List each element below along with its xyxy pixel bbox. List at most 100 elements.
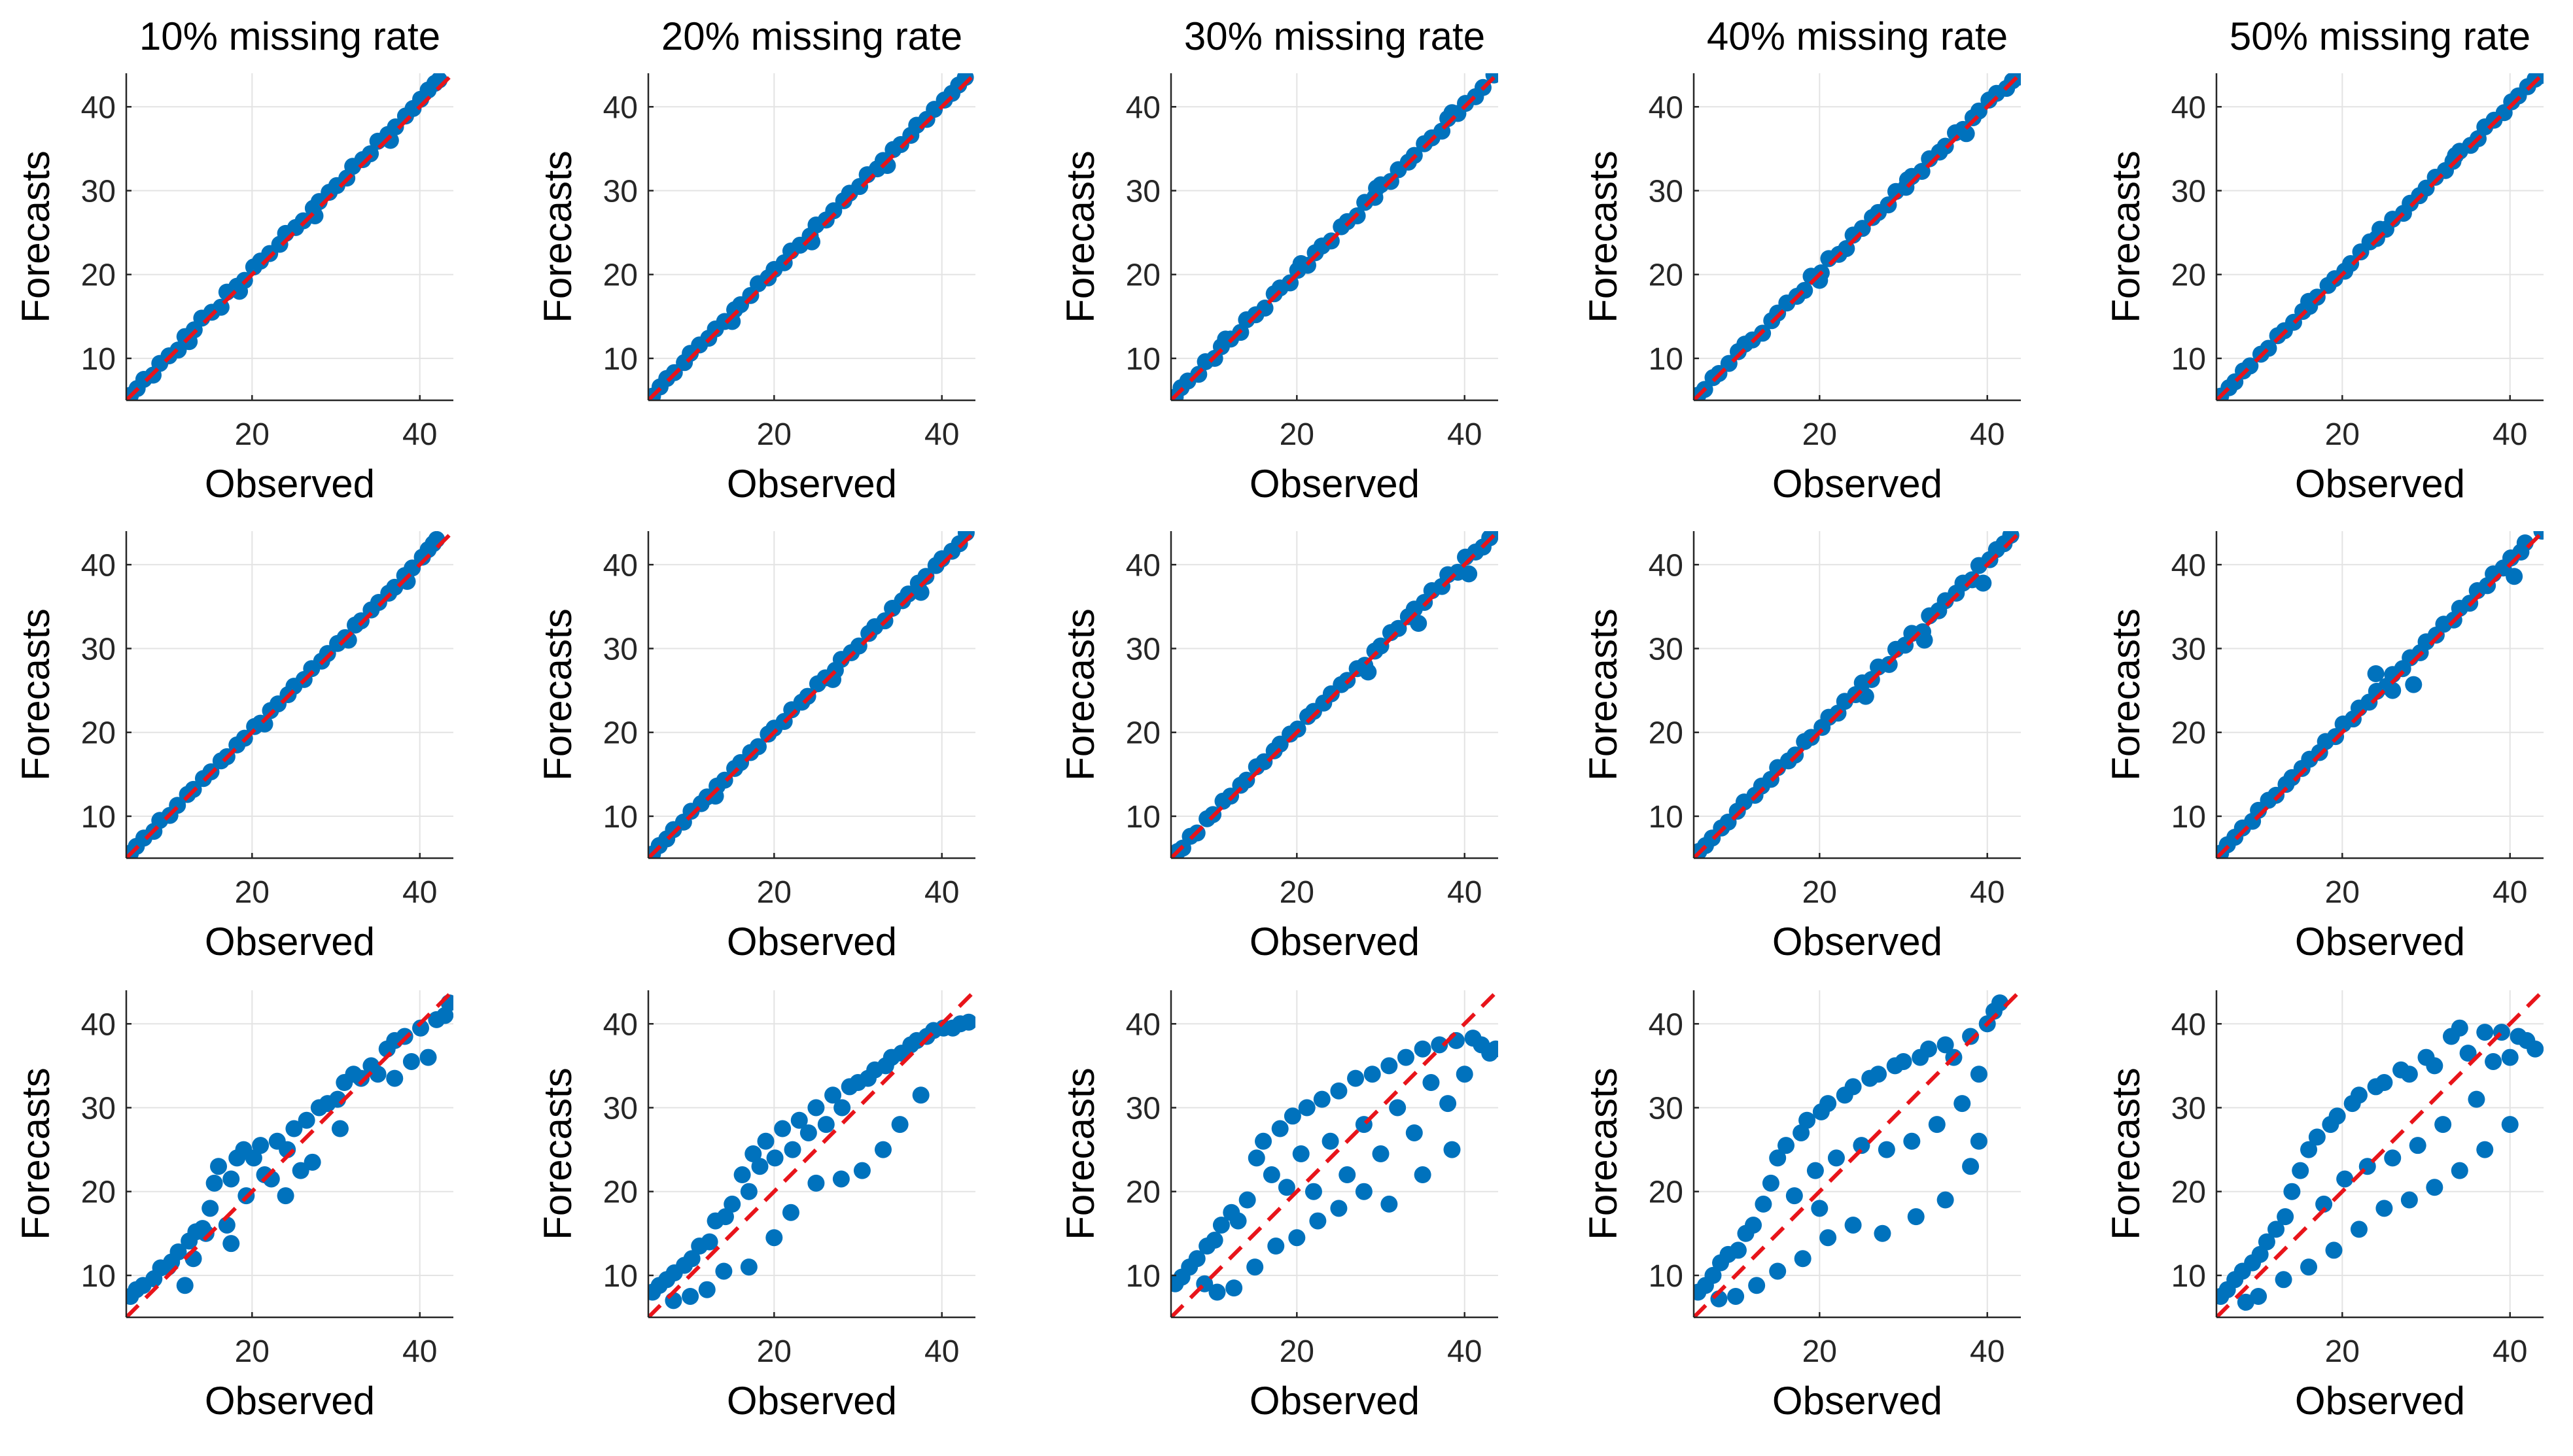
y-tick-label: 30 <box>1126 174 1161 209</box>
data-point <box>817 1116 835 1134</box>
x-tick-label: 40 <box>402 417 437 452</box>
y-tick-label: 30 <box>2171 174 2206 209</box>
y-tick-label: 20 <box>1649 716 1683 751</box>
data-point <box>1903 1132 1921 1150</box>
data-point <box>1292 1145 1310 1162</box>
x-tick-label: 20 <box>757 875 792 910</box>
data-point <box>1456 1066 1473 1083</box>
data-point <box>803 233 820 251</box>
data-point <box>1188 1250 1206 1268</box>
x-tick-label: 20 <box>235 1334 270 1369</box>
data-point <box>1704 1266 1722 1284</box>
data-point <box>740 1183 758 1200</box>
y-tick-label: 30 <box>1126 632 1161 667</box>
y-tick-label: 20 <box>603 716 638 751</box>
data-point <box>2275 1271 2292 1289</box>
y-tick-label: 30 <box>1649 174 1683 209</box>
data-point <box>2350 1086 2368 1104</box>
y-tick-label: 10 <box>81 342 116 377</box>
x-tick-label: 20 <box>757 1334 792 1369</box>
data-point <box>1991 994 2008 1012</box>
data-point <box>1811 1200 1829 1217</box>
data-point <box>1970 1066 1987 1083</box>
data-point <box>716 1208 734 1226</box>
data-point <box>1928 1116 1946 1134</box>
y-tick-label: 40 <box>1649 90 1683 125</box>
reference-line <box>126 531 453 858</box>
data-point <box>2300 1258 2318 1276</box>
x-tick-label: 40 <box>924 875 959 910</box>
data-point <box>2350 1221 2368 1238</box>
data-point <box>2251 1245 2269 1263</box>
y-tick-label: 10 <box>603 800 638 835</box>
data-point <box>751 1158 769 1175</box>
data-point <box>1443 1141 1461 1158</box>
x-tick-label: 40 <box>1970 875 2004 910</box>
data-point <box>2476 1141 2494 1158</box>
data-point <box>304 1153 321 1171</box>
x-tick-label: 40 <box>1447 875 1482 910</box>
y-tick-label: 20 <box>603 258 638 293</box>
data-point <box>340 631 357 649</box>
data-point <box>1439 1095 1457 1113</box>
y-tick-label: 10 <box>1126 800 1161 835</box>
data-point <box>245 1149 262 1167</box>
data-point <box>2292 1162 2309 1179</box>
data-point <box>169 1243 187 1260</box>
data-point <box>369 1066 387 1083</box>
subplot-r1-c4: 20 40 10 20 30 40 Observed Forecasts 40% missing… <box>1581 14 2021 506</box>
x-axis-label: Observed <box>1250 462 1420 506</box>
reference-line <box>1171 531 1498 858</box>
x-axis-label: Observed <box>727 920 897 963</box>
data-point <box>1288 1229 1306 1247</box>
data-point <box>1267 1238 1285 1255</box>
y-tick-label: 10 <box>2171 800 2206 835</box>
data-point <box>398 572 416 590</box>
data-point <box>256 715 273 733</box>
x-tick-label: 20 <box>1280 1334 1314 1369</box>
data-point <box>277 1187 294 1205</box>
data-point <box>832 1170 850 1188</box>
data-point <box>2336 1170 2354 1188</box>
y-tick-label: 30 <box>1126 1091 1161 1126</box>
data-point <box>1853 220 1871 237</box>
data-point <box>2375 1074 2393 1092</box>
data-point <box>1970 102 1987 120</box>
data-point <box>1263 1166 1280 1184</box>
x-tick-label: 40 <box>1447 1334 1482 1369</box>
x-axis-label: Observed <box>727 462 897 506</box>
y-tick-label: 40 <box>603 1007 638 1042</box>
data-point <box>2485 1052 2502 1070</box>
data-point <box>807 1099 825 1117</box>
data-point <box>782 1204 799 1221</box>
subplot-r3-c1: 20 40 10 20 30 40 Observed Forecasts <box>14 990 453 1423</box>
x-axis-label: Observed <box>205 462 375 506</box>
reference-line <box>2216 531 2544 858</box>
data-point <box>1304 1183 1322 1200</box>
y-tick-label: 30 <box>1649 1091 1683 1126</box>
data-point <box>404 559 421 577</box>
data-point <box>2384 1149 2402 1167</box>
y-tick-label: 10 <box>1649 342 1683 377</box>
reference-line <box>648 73 975 400</box>
data-point <box>2375 1200 2393 1217</box>
data-point <box>1359 663 1377 681</box>
data-point <box>2315 1195 2333 1213</box>
x-axis-label: Observed <box>2295 1379 2465 1423</box>
data-point <box>2400 1191 2418 1209</box>
data-point <box>900 585 917 603</box>
data-point <box>1907 1208 1925 1226</box>
y-tick-label: 20 <box>1649 258 1683 293</box>
data-point <box>181 333 198 351</box>
y-tick-label: 30 <box>81 632 116 667</box>
reference-line <box>648 531 975 858</box>
data-point <box>784 1141 801 1158</box>
data-point <box>807 1174 825 1192</box>
x-axis-label: Observed <box>205 920 375 963</box>
subplot-r3-c3: 20 40 10 20 30 40 Observed Forecasts <box>1059 990 1498 1423</box>
y-axis-label: Forecasts <box>2104 1067 2148 1239</box>
subplot-r1-c3: 20 40 10 20 30 40 Observed Forecasts 30% missing… <box>1059 14 1498 506</box>
data-point <box>2400 1066 2418 1083</box>
data-point <box>1368 179 1386 197</box>
